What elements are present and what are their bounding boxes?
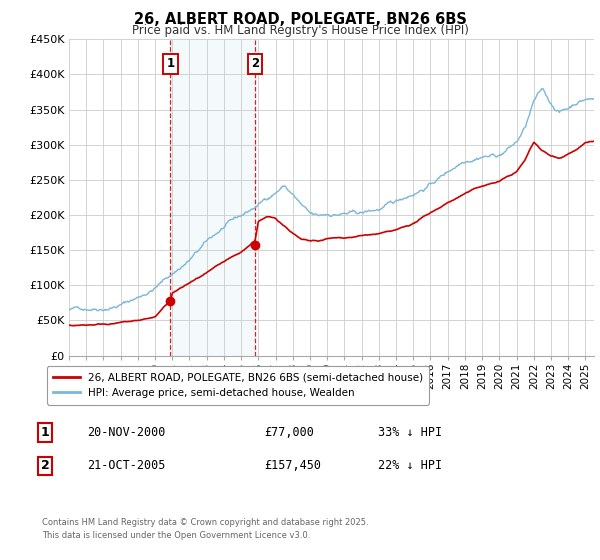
Legend: 26, ALBERT ROAD, POLEGATE, BN26 6BS (semi-detached house), HPI: Average price, s: 26, ALBERT ROAD, POLEGATE, BN26 6BS (sem…: [47, 366, 429, 404]
Text: 1: 1: [41, 426, 49, 439]
Text: 22% ↓ HPI: 22% ↓ HPI: [378, 459, 442, 473]
Text: 21-OCT-2005: 21-OCT-2005: [87, 459, 166, 473]
Text: 26, ALBERT ROAD, POLEGATE, BN26 6BS: 26, ALBERT ROAD, POLEGATE, BN26 6BS: [134, 12, 466, 27]
Text: 1: 1: [166, 57, 175, 71]
Bar: [170, 39, 255, 356]
Text: £157,450: £157,450: [264, 459, 321, 473]
Text: 33% ↓ HPI: 33% ↓ HPI: [378, 426, 442, 439]
Text: Contains HM Land Registry data © Crown copyright and database right 2025.
This d: Contains HM Land Registry data © Crown c…: [42, 518, 368, 539]
Text: Price paid vs. HM Land Registry's House Price Index (HPI): Price paid vs. HM Land Registry's House …: [131, 24, 469, 36]
Text: £77,000: £77,000: [264, 426, 314, 439]
Text: 2: 2: [251, 57, 259, 71]
Text: 2: 2: [41, 459, 49, 473]
Text: 20-NOV-2000: 20-NOV-2000: [87, 426, 166, 439]
